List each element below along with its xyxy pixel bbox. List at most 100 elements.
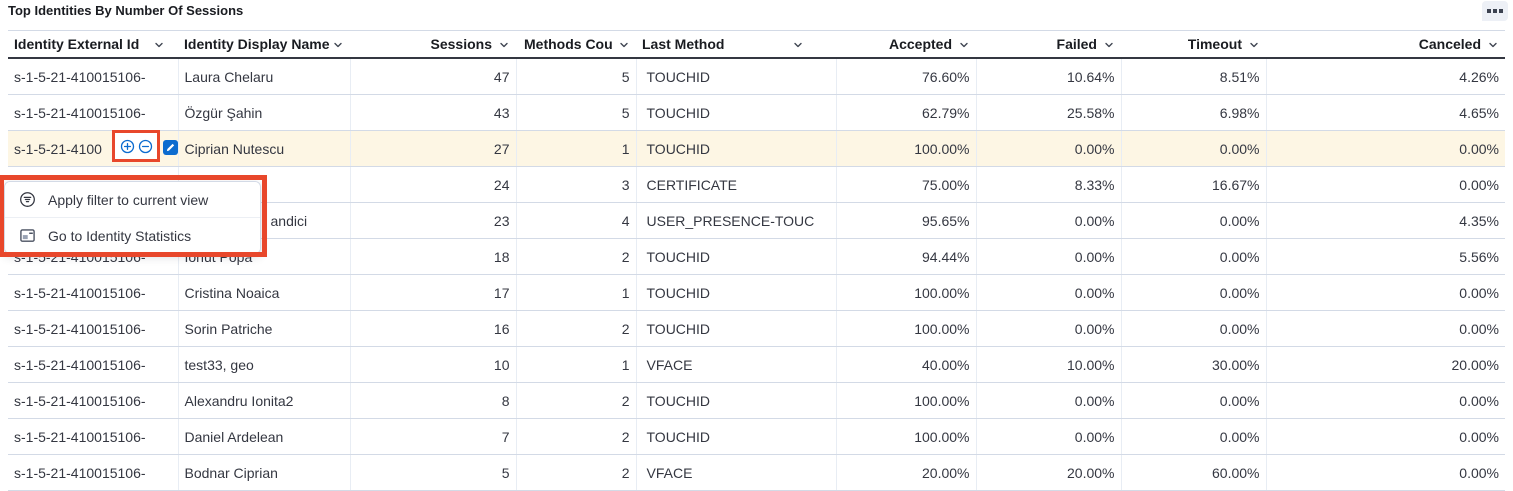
cell: Daniel Ardelean [177, 418, 350, 455]
column-header-last-method[interactable]: Last Method [636, 30, 836, 59]
sort-chevron-icon [960, 42, 968, 48]
menu-divider [5, 217, 260, 218]
cell: 20.00% [1265, 346, 1505, 383]
cell: 0.00% [1265, 454, 1505, 491]
cell: s-1-5-21-410015106- [8, 382, 178, 419]
identities-table: Identity External Id Identity Display Na… [8, 30, 1505, 491]
boxes-horizontal-icon [1499, 9, 1503, 13]
table-row[interactable]: s-1-5-21-410015106- Sorin Patriche 16 2 TOUC… [8, 310, 1505, 347]
cell: 62.79% [835, 94, 976, 131]
table-row[interactable]: s-1-5-21-410015106- Bodnar Ciprian 5 2 VFACE… [8, 454, 1505, 491]
table-row[interactable]: s-1-5-21-410015106- Cristina Noaica 17 1 TOU… [8, 274, 1505, 311]
cell: TOUCHID [635, 274, 836, 311]
cell: 2 [515, 454, 636, 491]
menu-item-identity-statistics[interactable]: Go to Identity Statistics [5, 218, 260, 253]
column-header-sessions[interactable]: Sessions [350, 30, 516, 59]
cell: test33, geo [177, 346, 350, 383]
cell: 6.98% [1120, 94, 1266, 131]
column-header-methods-count[interactable]: Methods Count [516, 30, 636, 59]
cell: Cristina Noaica [177, 274, 350, 311]
cell: 0.00% [975, 130, 1121, 167]
column-header-identity-display-name[interactable]: Identity Display Name [178, 30, 350, 59]
cell: 5 [349, 454, 516, 491]
cell: 0.00% [1120, 310, 1266, 347]
cell: 0.00% [975, 310, 1121, 347]
cell: 47 [349, 58, 516, 95]
boxes-horizontal-icon [1487, 9, 1491, 13]
edit-annotation-badge[interactable] [163, 140, 178, 155]
table-body: s-1-5-21-410015106- Laura Chelaru 47 5 TOUCH… [8, 58, 1505, 491]
column-header-failed[interactable]: Failed [976, 30, 1121, 59]
cell: 0.00% [1265, 418, 1505, 455]
cell: 30.00% [1120, 346, 1266, 383]
cell: 25.58% [975, 94, 1121, 131]
identity-statistics-icon [20, 229, 35, 242]
cell: 2 [515, 238, 636, 275]
header-row: Identity External Id Identity Display Na… [8, 30, 1505, 59]
panel-options-button[interactable] [1482, 1, 1508, 21]
cell: TOUCHID [635, 418, 836, 455]
table-row[interactable]: s-1-5-21-4100 Ciprian Nutescu 27 1 TOUCHID 10… [8, 130, 1505, 167]
sort-chevron-icon [333, 42, 342, 48]
cell: 8.51% [1120, 58, 1266, 95]
cell: 0.00% [1120, 382, 1266, 419]
cell: 0.00% [1120, 418, 1266, 455]
cell: 0.00% [975, 382, 1121, 419]
cell: Sorin Patriche [177, 310, 350, 347]
cell: s-1-5-21-410015106- [8, 58, 178, 95]
cell: 10 [349, 346, 516, 383]
cell: 0.00% [1120, 238, 1266, 275]
cell: 8 [349, 382, 516, 419]
cell: TOUCHID [635, 382, 836, 419]
table-row[interactable]: andici 23 4 USER_PRESENCE-TOUC 95.65% 0.00% 0.… [8, 202, 1505, 239]
cell: 16 [349, 310, 516, 347]
cell: 4 [515, 202, 636, 239]
table-row[interactable]: s-1-5-21-410015106- Laura Chelaru 47 5 TOUCH… [8, 58, 1505, 95]
cell: 0.00% [1265, 274, 1505, 311]
cell: 4.65% [1265, 94, 1505, 131]
table-row[interactable]: s-1-5-21-410015106- Ionut Popa 18 2 TOUCHID 9… [8, 238, 1505, 275]
cell: 4.26% [1265, 58, 1505, 95]
cell: Laura Chelaru [177, 58, 350, 95]
cell: 20.00% [835, 454, 976, 491]
column-header-timeout[interactable]: Timeout [1121, 30, 1266, 59]
cell: 76.60% [835, 58, 976, 95]
cell: s-1-5-21-410015106- [8, 418, 178, 455]
table-row[interactable]: s-1-5-21-410015106- test33, geo 10 1 VFACE 40… [8, 346, 1505, 383]
table-row[interactable]: s-1-5-21-410015106- Alexandru Ionita2 8 2 TO… [8, 382, 1505, 419]
cell: 1 [515, 130, 636, 167]
column-header-identity-external-id[interactable]: Identity External Id [8, 30, 178, 59]
sort-chevron-icon [794, 42, 802, 48]
column-header-canceled[interactable]: Canceled [1266, 30, 1505, 59]
menu-item-label: Apply filter to current view [48, 191, 209, 208]
cell: 100.00% [835, 130, 976, 167]
table-row[interactable]: s-1-5-21-410015106- Daniel Ardelean 7 2 TOUC… [8, 418, 1505, 455]
cell: TOUCHID [635, 130, 836, 167]
cell: 4.35% [1265, 202, 1505, 239]
cell: 0.00% [1265, 166, 1505, 203]
cell: 100.00% [835, 274, 976, 311]
cell: 0.00% [1265, 382, 1505, 419]
cell: 5.56% [1265, 238, 1505, 275]
boxes-horizontal-icon [1493, 9, 1497, 13]
cell: 23 [349, 202, 516, 239]
cell: 2 [515, 310, 636, 347]
column-header-accepted[interactable]: Accepted [836, 30, 976, 59]
filter-in-circle-icon [20, 192, 35, 207]
cell: s-1-5-21-410015106- [8, 94, 178, 131]
cell: 8.33% [975, 166, 1121, 203]
cell: 18 [349, 238, 516, 275]
filter-for-value-button[interactable] [120, 139, 135, 154]
cell: 60.00% [1120, 454, 1266, 491]
cell: s-1-5-21-410015106- [8, 310, 178, 347]
cell: TOUCHID [635, 58, 836, 95]
menu-item-apply-filter[interactable]: Apply filter to current view [5, 182, 260, 217]
sort-chevron-icon [500, 42, 508, 48]
cell: 10.64% [975, 58, 1121, 95]
cell: Ciprian Nutescu [177, 130, 350, 167]
cell: Özgür Şahin [177, 94, 350, 131]
cell: 0.00% [1265, 130, 1505, 167]
table-row[interactable]: s-1-5-21-410015106- Özgür Şahin 43 5 TOUCHID… [8, 94, 1505, 131]
filter-out-value-button[interactable] [138, 139, 153, 154]
cell: Alexandru Ionita2 [177, 382, 350, 419]
